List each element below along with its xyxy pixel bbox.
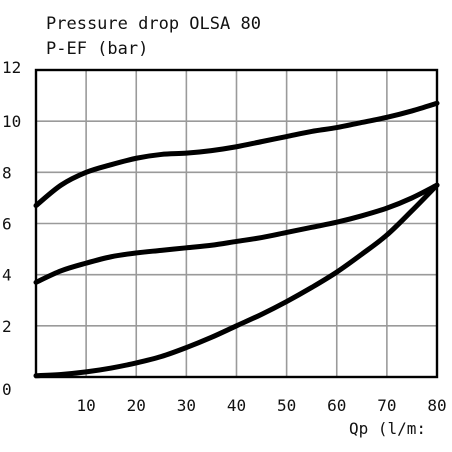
y-axis-label: P-EF (bar) <box>46 39 148 59</box>
grid-lines <box>36 70 437 377</box>
series-line-2 <box>33 182 440 285</box>
y-axis-ticks: 0 2 4 6 8 10 12 <box>2 58 21 399</box>
x-tick-label: 70 <box>377 396 396 415</box>
x-tick-label: 20 <box>127 396 146 415</box>
x-tick-label: 40 <box>227 396 246 415</box>
series-line-3 <box>33 182 440 379</box>
y-tick-label: 4 <box>2 266 12 285</box>
plot-frame <box>34 68 439 379</box>
x-tick-label: 50 <box>277 396 296 415</box>
plot-border <box>34 68 439 379</box>
y-tick-label: 6 <box>2 215 12 234</box>
chart-title: Pressure drop OLSA 80 <box>46 14 261 34</box>
series-line-1 <box>33 100 440 209</box>
x-tick-label: 80 <box>427 396 446 415</box>
x-tick-label: 60 <box>327 396 346 415</box>
data-series <box>33 100 440 379</box>
y-tick-label: 0 <box>2 380 12 399</box>
x-axis-label: Qp (l/m: <box>349 419 426 438</box>
y-tick-label: 10 <box>2 112 21 131</box>
x-tick-label: 10 <box>76 396 95 415</box>
y-tick-label: 8 <box>2 163 12 182</box>
x-tick-label: 30 <box>177 396 196 415</box>
x-axis-ticks: 10 20 30 40 50 60 70 80 <box>76 396 446 415</box>
y-tick-label: 2 <box>2 317 12 336</box>
y-tick-label: 12 <box>2 58 21 77</box>
